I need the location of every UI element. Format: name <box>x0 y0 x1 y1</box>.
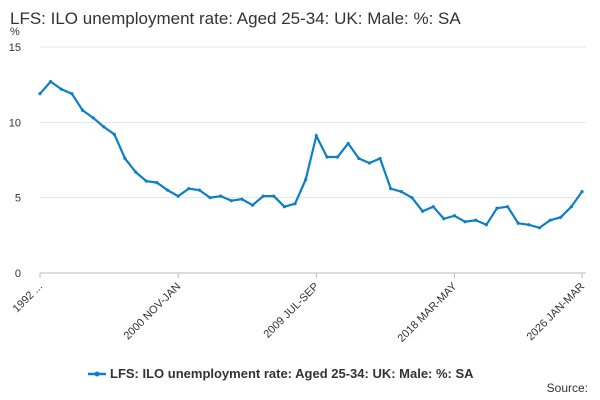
data-point <box>197 188 202 192</box>
y-unit: % <box>10 26 20 38</box>
data-point <box>261 194 265 198</box>
y-tick-label: 0 <box>15 268 21 280</box>
y-tick-label: 15 <box>9 42 21 54</box>
data-line <box>39 80 583 230</box>
data-point <box>272 194 276 198</box>
data-point <box>240 197 244 201</box>
data-point <box>335 155 340 159</box>
chart-title: LFS: ILO unemployment rate: Aged 25-34: … <box>10 9 461 28</box>
data-point <box>559 215 563 219</box>
data-point <box>463 220 467 224</box>
data-point <box>580 190 584 194</box>
data-point <box>346 141 350 146</box>
data-point <box>134 170 138 174</box>
data-point <box>219 194 223 198</box>
data-point <box>506 205 510 209</box>
data-point <box>176 194 180 198</box>
data-point <box>325 155 329 159</box>
data-point <box>452 214 457 218</box>
x-tick-label: 2018 MAR-MAY <box>395 280 460 345</box>
data-point <box>304 177 308 182</box>
data-point <box>282 205 287 209</box>
x-tick-label: 1992 ... <box>11 281 45 315</box>
data-point <box>112 132 116 136</box>
data-point <box>474 218 478 222</box>
data-point <box>80 108 85 112</box>
data-point <box>250 203 255 207</box>
x-tick-label: 2026 JAN-MAR <box>525 281 588 344</box>
data-point <box>569 205 573 209</box>
data-point <box>548 218 552 222</box>
legend-marker <box>94 371 100 377</box>
data-point <box>38 92 42 96</box>
data-point <box>537 226 542 230</box>
data-point <box>389 187 393 191</box>
data-point <box>431 205 435 209</box>
data-point <box>187 187 191 191</box>
data-point <box>59 87 63 91</box>
data-point <box>165 188 170 192</box>
data-point <box>102 125 106 129</box>
data-point <box>144 179 148 183</box>
source: Source: <box>547 381 588 395</box>
data-point <box>410 196 414 200</box>
data-point <box>70 92 74 96</box>
x-tick-label: 2000 NOV-JAN <box>122 281 184 343</box>
legend-label: LFS: ILO unemployment rate: Aged 25-34: … <box>110 366 474 381</box>
data-point <box>293 202 297 206</box>
data-point <box>420 209 425 213</box>
data-point <box>442 217 446 221</box>
data-point <box>367 161 372 165</box>
data-point <box>229 199 233 203</box>
x-tick-label: 2009 JUL-SEP <box>261 281 321 341</box>
data-point <box>484 223 488 227</box>
data-point <box>314 134 318 138</box>
data-point <box>527 223 531 227</box>
data-point <box>91 116 95 120</box>
data-point <box>399 190 403 194</box>
data-point <box>123 156 127 161</box>
data-point <box>155 181 159 185</box>
y-tick-label: 10 <box>9 117 21 129</box>
data-point <box>378 156 382 161</box>
data-point <box>357 156 361 161</box>
y-tick-label: 5 <box>15 193 21 205</box>
data-point <box>516 221 520 225</box>
data-point <box>208 196 212 200</box>
data-point <box>49 80 53 84</box>
data-point <box>495 206 499 210</box>
